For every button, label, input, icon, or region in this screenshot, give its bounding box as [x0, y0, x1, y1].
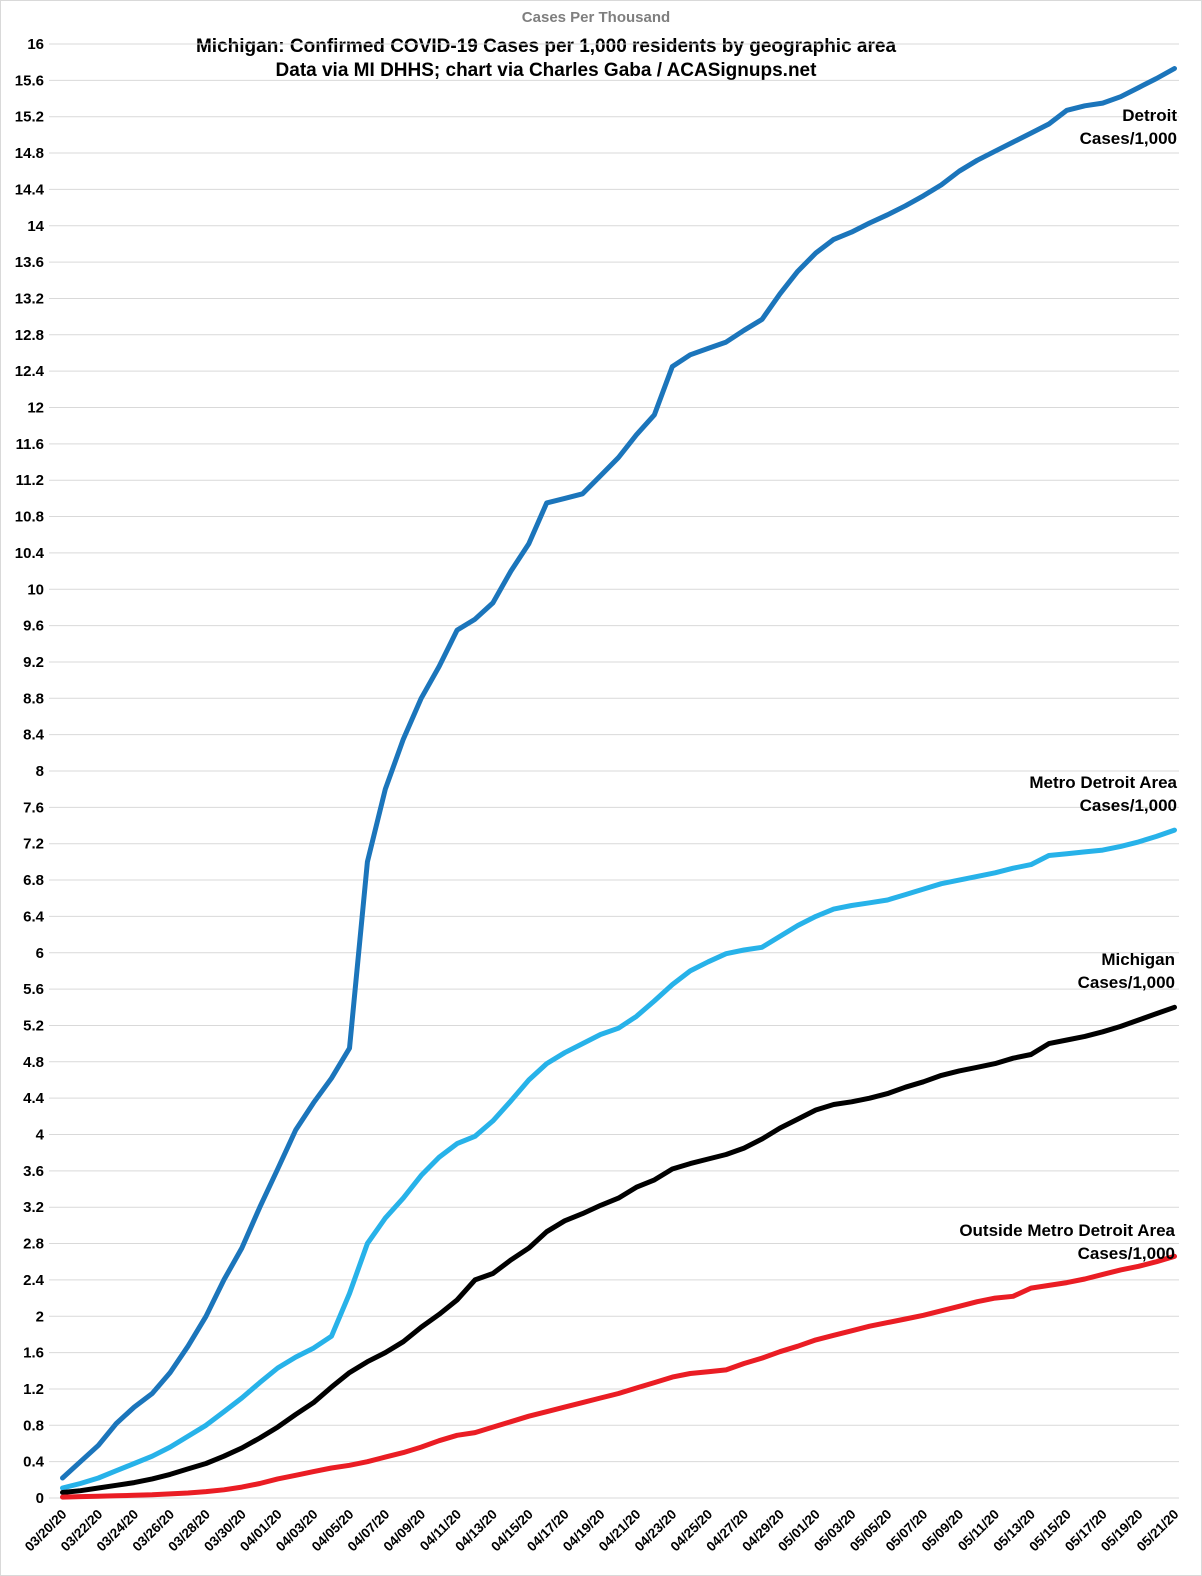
- chart-title-line1: Michigan: Confirmed COVID-19 Cases per 1…: [195, 36, 897, 57]
- series-label-detroit-line1: Detroit: [1122, 106, 1177, 125]
- series-label-michigan-line1: Michigan: [1101, 950, 1175, 969]
- series-line-metro-detroit-area-cases-1-000: [60, 827, 1177, 1491]
- series-label-michigan-line2: Cases/1,000: [1077, 973, 1175, 992]
- y-tick-label: 16: [27, 36, 44, 53]
- series-label-metro-line1: Metro Detroit Area: [1029, 773, 1177, 792]
- y-tick-label: 6.4: [23, 908, 45, 925]
- y-tick-label: 1.2: [23, 1381, 44, 1398]
- y-tick-label: 14.4: [15, 181, 45, 198]
- y-axis-title: Cases Per Thousand: [521, 9, 671, 26]
- chart-title: Michigan: Confirmed COVID-19 Cases per 1…: [1, 35, 1091, 83]
- series-label-detroit: Detroit Cases/1,000: [1080, 104, 1177, 150]
- gridlines: [49, 43, 1179, 1499]
- y-tick-label: 4: [36, 1127, 45, 1144]
- series-label-michigan: Michigan Cases/1,000: [1078, 948, 1175, 994]
- y-tick-label: 5.2: [23, 1017, 44, 1034]
- y-tick-label: 9.6: [23, 618, 44, 635]
- y-tick-label: 15.2: [15, 109, 44, 126]
- y-tick-label: 14.8: [15, 145, 44, 162]
- y-tick-label: 2.4: [23, 1272, 45, 1289]
- y-tick-label: 12.4: [15, 363, 45, 380]
- series-label-metro-line2: Cases/1,000: [1079, 796, 1177, 815]
- y-tick-label: 11.2: [16, 472, 44, 489]
- y-tick-label: 15.6: [15, 72, 44, 89]
- series-line-outside-metro-detroit-area-cases-1-000: [60, 1253, 1177, 1500]
- y-tick-label: 9.2: [23, 654, 44, 671]
- y-tick-label: 14: [27, 218, 44, 235]
- y-tick-label: 0.8: [23, 1417, 44, 1434]
- y-tick-label: 6.8: [23, 872, 44, 889]
- y-axis-labels: 0 0.4 0.8 1.2 1.6 2 2.4 2.8 3.2 3.6 4 4.4 4.8 5.2 5.6 6…: [15, 36, 45, 1507]
- y-tick-label: 10.4: [15, 545, 45, 562]
- y-tick-label: 5.6: [23, 981, 44, 998]
- series-line-detroit-cases-1-000: [60, 66, 1177, 1481]
- y-tick-label: 12.8: [15, 327, 44, 344]
- y-tick-label: 8: [36, 763, 44, 780]
- y-tick-label: 0: [36, 1490, 44, 1507]
- series-label-outside-line1: Outside Metro Detroit Area: [959, 1221, 1175, 1240]
- y-tick-label: 11.6: [16, 436, 44, 453]
- x-axis-labels: 03/20/2003/22/2003/24/2003/26/2003/28/20…: [22, 1507, 1182, 1555]
- y-tick-label: 8.8: [23, 690, 44, 707]
- y-tick-label: 8.4: [23, 727, 45, 744]
- series-label-outside-metro: Outside Metro Detroit Area Cases/1,000: [959, 1219, 1175, 1265]
- series-label-detroit-line2: Cases/1,000: [1079, 129, 1177, 148]
- y-tick-label: 3.6: [23, 1163, 44, 1180]
- y-tick-label: 4.8: [23, 1054, 44, 1071]
- y-tick-label: 10.8: [15, 509, 44, 526]
- y-tick-label: 0.4: [23, 1454, 45, 1471]
- y-tick-label: 13.2: [15, 290, 44, 307]
- y-tick-label: 7.2: [23, 836, 44, 853]
- y-tick-label: 1.6: [23, 1345, 44, 1362]
- y-tick-label: 13.6: [15, 254, 44, 271]
- series-line-michigan-cases-1-000: [60, 1004, 1177, 1495]
- chart-title-line2: Data via MI DHHS; chart via Charles Gaba…: [275, 60, 817, 81]
- series-label-outside-line2: Cases/1,000: [1077, 1244, 1175, 1263]
- y-tick-label: 12: [27, 400, 44, 417]
- y-tick-label: 3.2: [23, 1199, 44, 1216]
- y-tick-label: 2.8: [23, 1236, 44, 1253]
- y-tick-label: 4.4: [23, 1090, 45, 1107]
- y-tick-label: 2: [36, 1308, 44, 1325]
- y-tick-label: 6: [36, 945, 44, 962]
- y-tick-label: 7.6: [23, 799, 44, 816]
- y-tick-label: 10: [27, 581, 44, 598]
- series-label-metro-detroit: Metro Detroit Area Cases/1,000: [1029, 771, 1177, 817]
